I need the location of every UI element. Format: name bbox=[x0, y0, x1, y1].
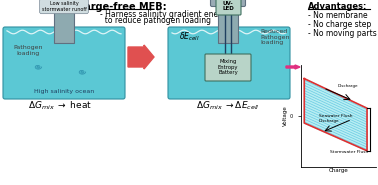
Polygon shape bbox=[304, 79, 367, 151]
FancyBboxPatch shape bbox=[211, 0, 245, 6]
FancyArrow shape bbox=[128, 45, 154, 69]
Text: High salinity ocean: High salinity ocean bbox=[34, 89, 94, 94]
Text: to reduce pathogen loading: to reduce pathogen loading bbox=[100, 16, 211, 25]
Text: Seawater Flush: Seawater Flush bbox=[319, 114, 352, 118]
Text: Mixing
Entropy
Battery: Mixing Entropy Battery bbox=[218, 59, 238, 75]
Text: Stormwater Flush: Stormwater Flush bbox=[330, 150, 369, 154]
X-axis label: Charge: Charge bbox=[328, 168, 348, 173]
Text: - No charge step: - No charge step bbox=[308, 20, 371, 29]
FancyBboxPatch shape bbox=[168, 27, 290, 99]
Text: $\Delta G_{mix}$ $\rightarrow \Delta E_{cell}$: $\Delta G_{mix}$ $\rightarrow \Delta E_{… bbox=[196, 100, 260, 112]
Text: - Harness salinity gradient energy: - Harness salinity gradient energy bbox=[100, 10, 231, 19]
Text: $\Delta G_{mix}$ $\rightarrow$ heat: $\Delta G_{mix}$ $\rightarrow$ heat bbox=[28, 100, 92, 112]
Bar bbox=[54, 1, 74, 43]
Text: Reduced
Pathogen
loading: Reduced Pathogen loading bbox=[260, 29, 290, 45]
Text: UV-
LED: UV- LED bbox=[222, 1, 234, 11]
Text: Discharge: Discharge bbox=[337, 84, 358, 88]
Text: Advantages:: Advantages: bbox=[308, 2, 367, 11]
Text: Charge-free MEB:: Charge-free MEB: bbox=[70, 2, 166, 12]
FancyArrow shape bbox=[286, 65, 300, 69]
Text: - No moving parts: - No moving parts bbox=[308, 29, 377, 38]
Text: Low salinity
stormwater runoff: Low salinity stormwater runoff bbox=[42, 1, 87, 12]
FancyBboxPatch shape bbox=[216, 0, 241, 15]
FancyBboxPatch shape bbox=[3, 27, 125, 99]
Text: $\delta E_{cell}$: $\delta E_{cell}$ bbox=[179, 31, 200, 43]
FancyBboxPatch shape bbox=[205, 54, 251, 81]
Bar bbox=[218, 1, 238, 43]
Text: - No membrane: - No membrane bbox=[308, 11, 368, 20]
Y-axis label: Voltage: Voltage bbox=[284, 105, 288, 126]
FancyBboxPatch shape bbox=[46, 0, 82, 6]
Text: Pathogen
loading: Pathogen loading bbox=[13, 45, 43, 56]
Text: Discharge: Discharge bbox=[319, 119, 339, 123]
